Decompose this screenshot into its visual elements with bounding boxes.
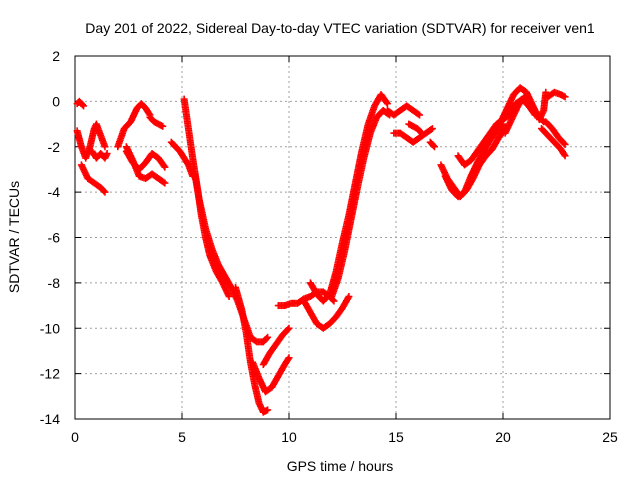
data-point [285, 324, 293, 332]
series-arc6 [146, 113, 167, 130]
data-point [561, 93, 569, 101]
series-arc2 [73, 120, 109, 162]
series-arc10 [180, 95, 233, 300]
data-point [560, 150, 568, 158]
data-point [161, 163, 169, 171]
series-arc16 [300, 292, 353, 332]
data-point [103, 150, 111, 158]
x-tick-label: 25 [602, 429, 618, 445]
data-point [160, 162, 168, 170]
series-arc30 [542, 118, 569, 148]
data-point [416, 111, 424, 119]
series-arc24 [441, 120, 507, 201]
data-series [73, 84, 569, 416]
series-arc1 [73, 97, 88, 110]
data-point [418, 129, 426, 137]
data-point [264, 333, 272, 341]
x-tick-label: 15 [388, 429, 404, 445]
data-point [263, 334, 271, 342]
data-point [428, 125, 436, 133]
data-point [284, 355, 292, 363]
data-point [78, 101, 86, 109]
data-point [330, 297, 338, 305]
series-arc9 [167, 138, 197, 180]
data-point [417, 128, 425, 136]
data-point [100, 187, 108, 195]
x-tick-label: 20 [495, 429, 511, 445]
series-arc3 [88, 147, 111, 162]
data-point [284, 325, 292, 333]
data-point [560, 139, 568, 147]
series-arc17 [306, 91, 391, 305]
data-point [80, 102, 88, 110]
data-point [225, 292, 233, 300]
chart-title: Day 201 of 2022, Sidereal Day-to-day VTE… [85, 20, 595, 36]
y-tick-label: -6 [48, 230, 61, 246]
y-tick-label: -12 [40, 366, 60, 382]
series-arc14 [259, 324, 293, 369]
series-arc18 [328, 106, 394, 300]
series-arc21 [405, 120, 426, 137]
data-point [530, 110, 538, 118]
y-tick-label: -2 [48, 139, 61, 155]
series-arc31 [544, 88, 569, 101]
x-tick-label: 0 [71, 429, 79, 445]
data-point [161, 179, 169, 187]
data-point [345, 292, 353, 300]
data-point [344, 294, 352, 302]
data-point [531, 111, 539, 119]
data-point [429, 142, 437, 150]
series-arc13 [249, 354, 293, 396]
y-axis-label: SDTVAR / TECUs [6, 181, 22, 293]
y-tick-label: 0 [52, 93, 60, 109]
x-tick-label: 10 [281, 429, 297, 445]
data-point [101, 188, 109, 196]
y-tick-label: -10 [40, 320, 60, 336]
y-tick-label: -8 [48, 275, 61, 291]
y-tick-label: 2 [52, 48, 60, 64]
series-arc12 [232, 283, 272, 416]
data-point [383, 98, 391, 106]
data-point [431, 143, 439, 151]
series-arc5 [114, 100, 154, 151]
y-tick-label: -4 [48, 184, 61, 200]
data-point [159, 122, 167, 130]
data-point [561, 152, 569, 160]
data-point [264, 406, 272, 414]
data-point [145, 110, 153, 118]
data-point [101, 143, 109, 151]
data-point [285, 354, 293, 362]
series-arc8 [122, 143, 169, 187]
series-arc22 [426, 138, 439, 151]
series-arc29 [538, 125, 569, 160]
data-point [539, 117, 547, 125]
series-arc4 [77, 161, 109, 196]
data-point [383, 100, 391, 108]
x-tick-label: 5 [178, 429, 186, 445]
series-arc28 [505, 95, 539, 119]
data-point [160, 178, 168, 186]
y-tick-label: -14 [40, 411, 60, 427]
data-point [542, 88, 550, 96]
data-point [561, 140, 569, 148]
x-axis-label: GPS time / hours [287, 458, 394, 474]
data-point [427, 126, 435, 134]
data-point [414, 110, 422, 118]
series-arc19 [383, 102, 424, 119]
series-arc11 [191, 170, 272, 346]
